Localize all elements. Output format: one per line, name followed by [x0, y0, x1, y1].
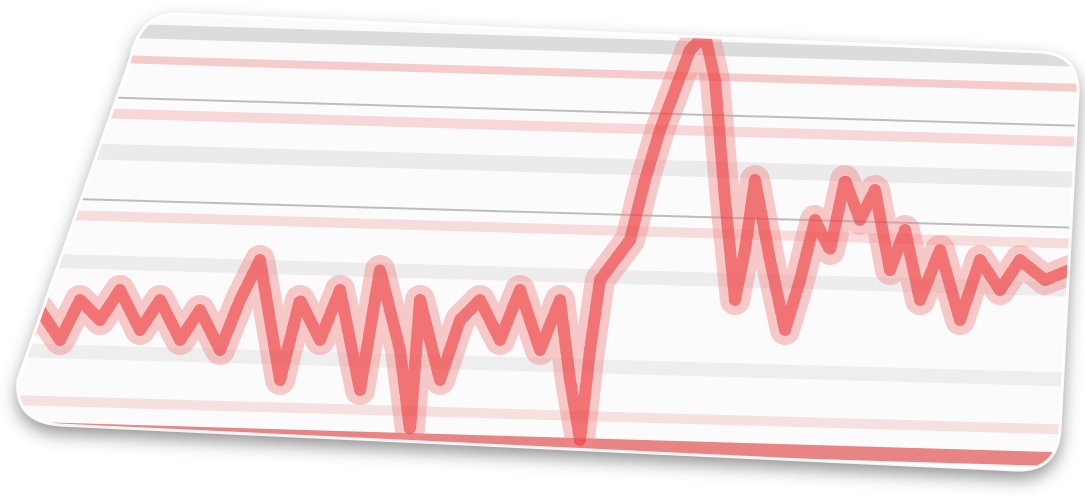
- stripe: [55, 107, 1079, 147]
- stripe: [76, 54, 1079, 92]
- stripe: [32, 142, 1079, 188]
- stripe: [17, 395, 1079, 435]
- stripe: [17, 253, 1079, 297]
- waveform-line: [17, 29, 1076, 446]
- stripe: [17, 343, 1079, 387]
- card-highlight: [16, 12, 1080, 472]
- waveform: [17, 20, 1079, 455]
- stripe: [59, 95, 1079, 127]
- stripe: [39, 197, 1079, 229]
- stripe: [93, 23, 1079, 67]
